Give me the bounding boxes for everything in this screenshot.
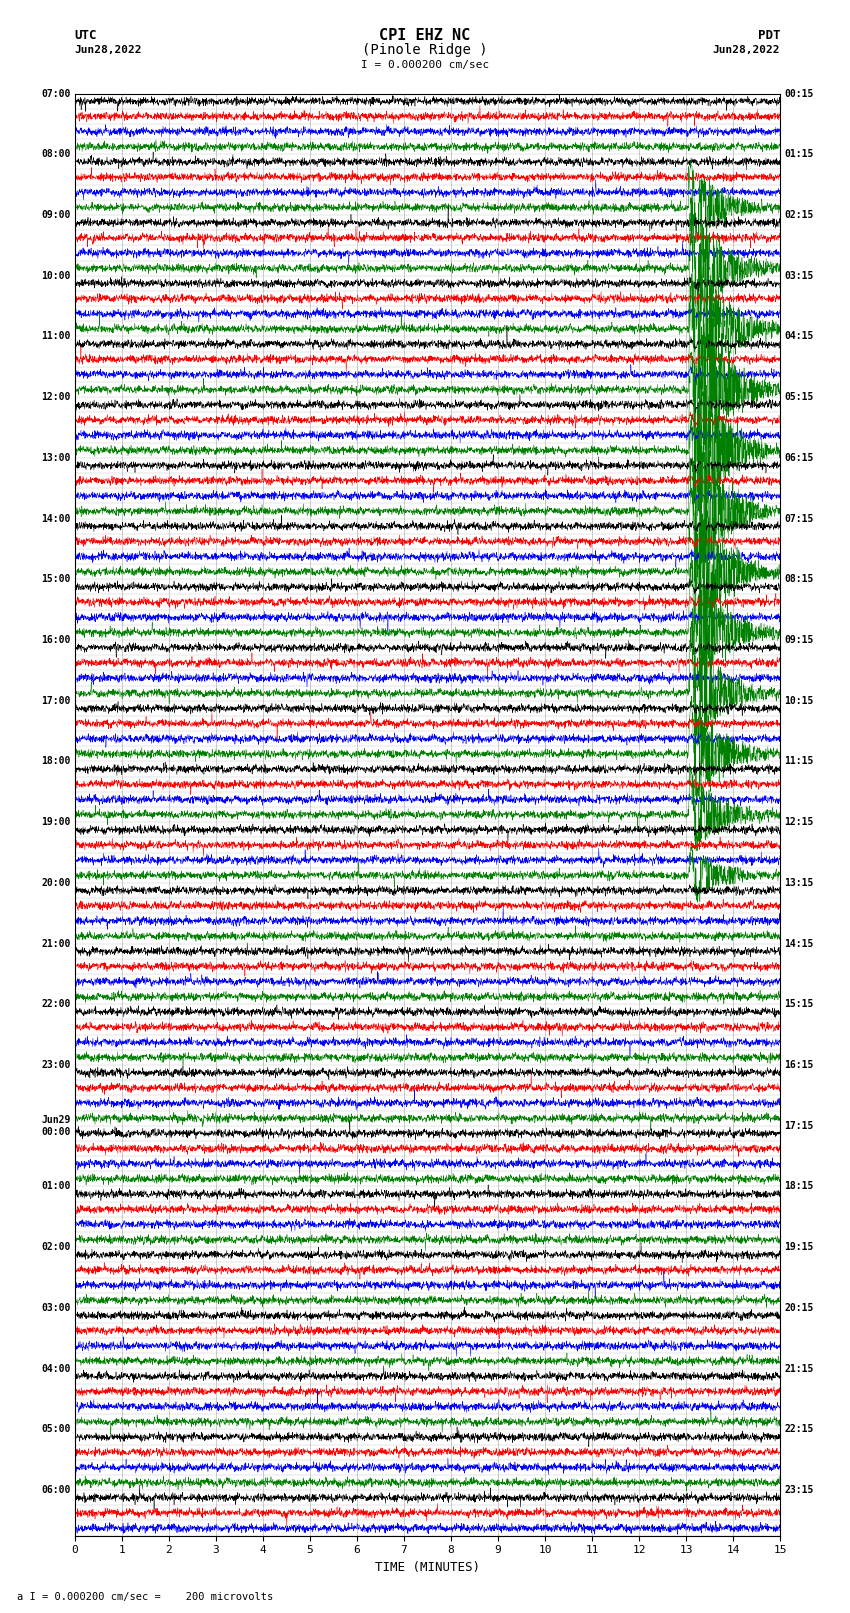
Text: 07:00: 07:00 bbox=[41, 89, 71, 98]
Text: UTC: UTC bbox=[75, 29, 97, 42]
Text: 23:15: 23:15 bbox=[785, 1486, 814, 1495]
Text: 21:15: 21:15 bbox=[785, 1363, 814, 1374]
Text: 10:00: 10:00 bbox=[41, 271, 71, 281]
Text: 23:00: 23:00 bbox=[41, 1060, 71, 1069]
Text: 15:15: 15:15 bbox=[785, 1000, 814, 1010]
Text: (Pinole Ridge ): (Pinole Ridge ) bbox=[362, 44, 488, 56]
Text: 17:15: 17:15 bbox=[785, 1121, 814, 1131]
Text: 20:15: 20:15 bbox=[785, 1303, 814, 1313]
Text: 20:00: 20:00 bbox=[41, 877, 71, 887]
Text: 01:00: 01:00 bbox=[41, 1181, 71, 1192]
Text: 03:00: 03:00 bbox=[41, 1303, 71, 1313]
Text: 03:15: 03:15 bbox=[785, 271, 814, 281]
Text: 18:15: 18:15 bbox=[785, 1181, 814, 1192]
Text: 05:00: 05:00 bbox=[41, 1424, 71, 1434]
Text: CPI EHZ NC: CPI EHZ NC bbox=[379, 27, 471, 44]
Text: 12:00: 12:00 bbox=[41, 392, 71, 402]
Text: Jun29
00:00: Jun29 00:00 bbox=[41, 1115, 71, 1137]
Text: 22:00: 22:00 bbox=[41, 1000, 71, 1010]
Text: 09:00: 09:00 bbox=[41, 210, 71, 219]
Text: 16:15: 16:15 bbox=[785, 1060, 814, 1069]
Text: I = 0.000200 cm/sec: I = 0.000200 cm/sec bbox=[361, 60, 489, 69]
Text: 08:00: 08:00 bbox=[41, 150, 71, 160]
Text: 16:00: 16:00 bbox=[41, 636, 71, 645]
Text: 22:15: 22:15 bbox=[785, 1424, 814, 1434]
Text: 04:00: 04:00 bbox=[41, 1363, 71, 1374]
Text: 19:00: 19:00 bbox=[41, 818, 71, 827]
Text: 18:00: 18:00 bbox=[41, 756, 71, 766]
Text: 05:15: 05:15 bbox=[785, 392, 814, 402]
X-axis label: TIME (MINUTES): TIME (MINUTES) bbox=[375, 1561, 480, 1574]
Text: 08:15: 08:15 bbox=[785, 574, 814, 584]
Text: 12:15: 12:15 bbox=[785, 818, 814, 827]
Text: 09:15: 09:15 bbox=[785, 636, 814, 645]
Text: 21:00: 21:00 bbox=[41, 939, 71, 948]
Text: 11:15: 11:15 bbox=[785, 756, 814, 766]
Text: 14:00: 14:00 bbox=[41, 513, 71, 524]
Text: 02:00: 02:00 bbox=[41, 1242, 71, 1252]
Text: 11:00: 11:00 bbox=[41, 331, 71, 342]
Text: Jun28,2022: Jun28,2022 bbox=[713, 45, 780, 55]
Text: Jun28,2022: Jun28,2022 bbox=[75, 45, 142, 55]
Text: 02:15: 02:15 bbox=[785, 210, 814, 219]
Text: 01:15: 01:15 bbox=[785, 150, 814, 160]
Text: 19:15: 19:15 bbox=[785, 1242, 814, 1252]
Text: 13:00: 13:00 bbox=[41, 453, 71, 463]
Text: 14:15: 14:15 bbox=[785, 939, 814, 948]
Text: 06:15: 06:15 bbox=[785, 453, 814, 463]
Text: 13:15: 13:15 bbox=[785, 877, 814, 887]
Text: 04:15: 04:15 bbox=[785, 331, 814, 342]
Text: 07:15: 07:15 bbox=[785, 513, 814, 524]
Text: 15:00: 15:00 bbox=[41, 574, 71, 584]
Text: PDT: PDT bbox=[758, 29, 780, 42]
Text: 17:00: 17:00 bbox=[41, 695, 71, 706]
Text: 06:00: 06:00 bbox=[41, 1486, 71, 1495]
Text: a I = 0.000200 cm/sec =    200 microvolts: a I = 0.000200 cm/sec = 200 microvolts bbox=[17, 1592, 273, 1602]
Text: 10:15: 10:15 bbox=[785, 695, 814, 706]
Text: 00:15: 00:15 bbox=[785, 89, 814, 98]
